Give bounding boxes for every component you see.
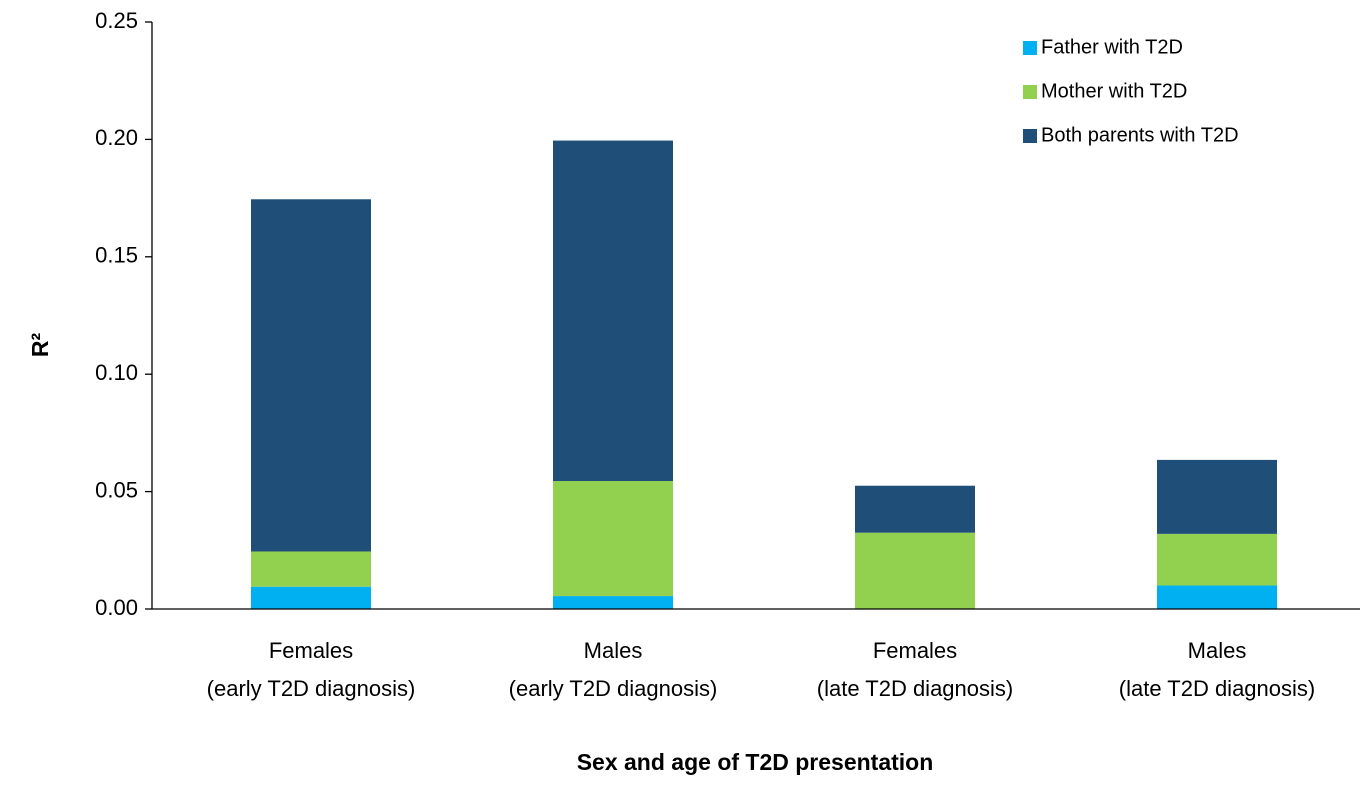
bar-segment bbox=[855, 485, 975, 533]
y-tick-label: 0.25 bbox=[95, 8, 138, 33]
legend-label: Mother with T2D bbox=[1041, 80, 1187, 102]
x-tick-label: (late T2D diagnosis) bbox=[1119, 676, 1315, 701]
legend-label: Father with T2D bbox=[1041, 36, 1183, 58]
x-tick-label: (late T2D diagnosis) bbox=[817, 676, 1013, 701]
x-axis-label: Sex and age of T2D presentation bbox=[577, 749, 934, 775]
legend-swatch bbox=[1023, 41, 1037, 55]
y-tick-label: 0.15 bbox=[95, 243, 138, 268]
x-tick-label: Males bbox=[584, 638, 643, 663]
y-tick-label: 0.10 bbox=[95, 360, 138, 385]
bar-segment bbox=[855, 532, 975, 609]
legend-swatch bbox=[1023, 85, 1037, 99]
bar-segment bbox=[553, 596, 673, 609]
y-tick-label: 0.00 bbox=[95, 595, 138, 620]
y-axis-label: R² bbox=[27, 333, 53, 358]
x-tick-label: Males bbox=[1188, 638, 1247, 663]
bar-segment bbox=[251, 586, 371, 609]
legend-swatch bbox=[1023, 129, 1037, 143]
y-tick-label: 0.20 bbox=[95, 125, 138, 150]
legend-label: Both parents with T2D bbox=[1041, 124, 1239, 146]
y-tick-label: 0.05 bbox=[95, 477, 138, 502]
bar-segment bbox=[1157, 533, 1277, 586]
x-tick-label: (early T2D diagnosis) bbox=[509, 676, 718, 701]
bar-segment bbox=[1157, 585, 1277, 609]
bar-segment bbox=[251, 551, 371, 587]
x-tick-label: Females bbox=[873, 638, 957, 663]
bar-segment bbox=[251, 199, 371, 552]
bar-segment bbox=[553, 481, 673, 597]
bar-segment bbox=[553, 140, 673, 482]
x-tick-label: Females bbox=[269, 638, 353, 663]
bar-segment bbox=[1157, 459, 1277, 534]
x-tick-label: (early T2D diagnosis) bbox=[207, 676, 416, 701]
